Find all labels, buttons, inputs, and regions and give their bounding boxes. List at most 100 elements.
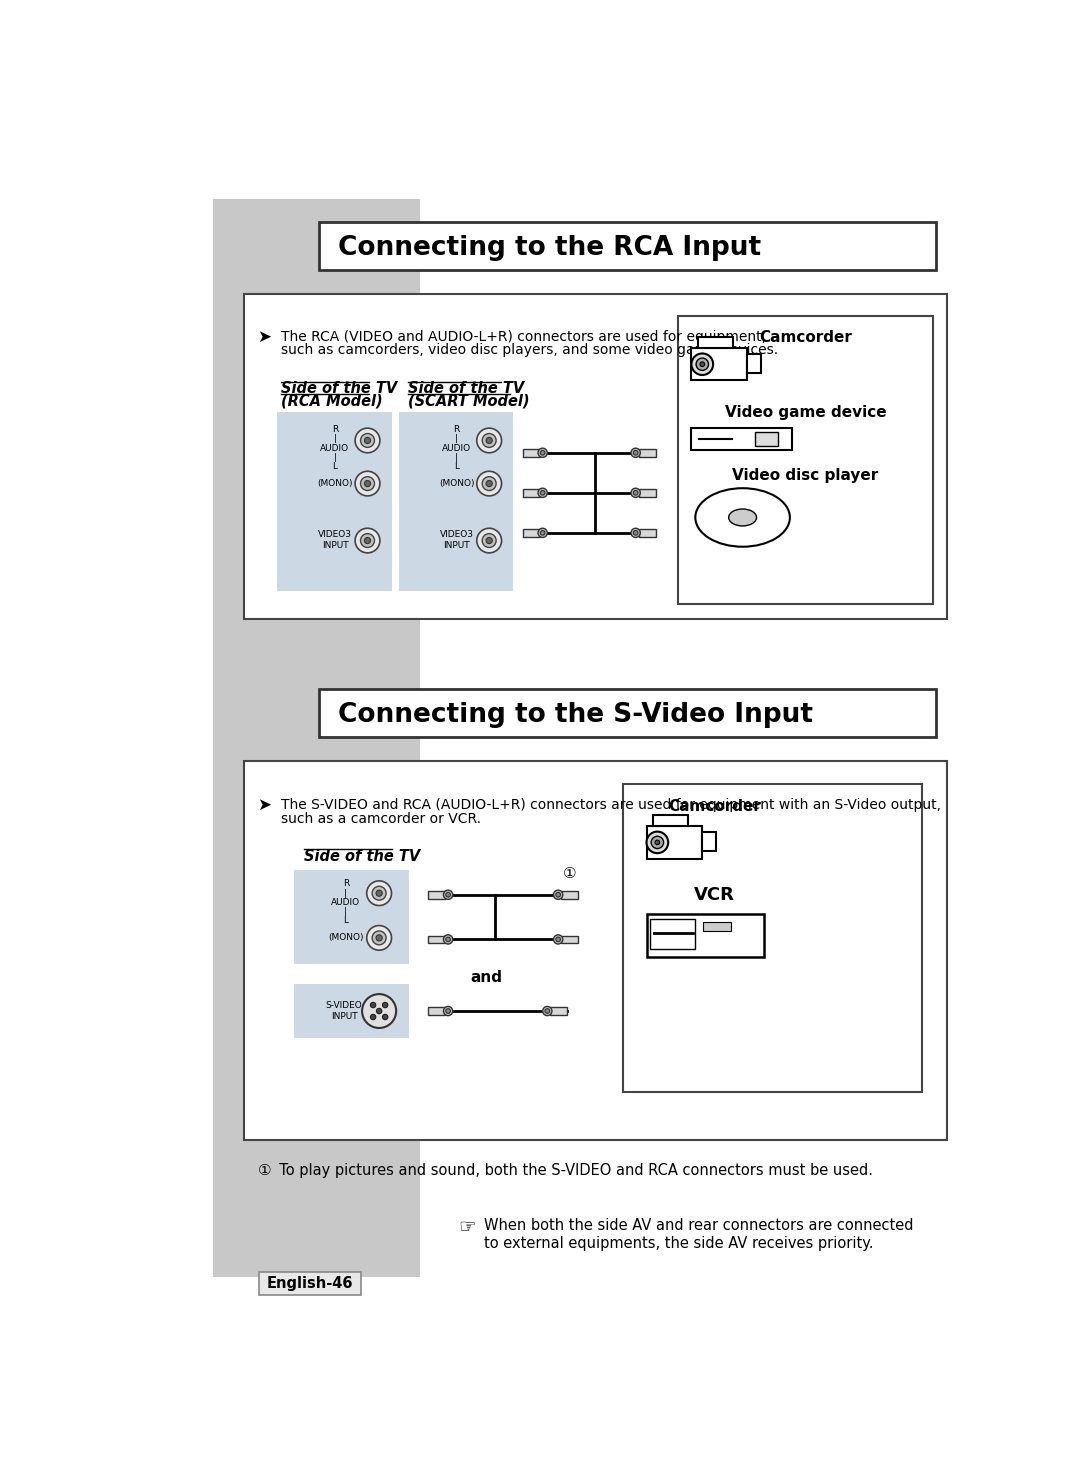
Text: |: | [345, 889, 348, 897]
Circle shape [444, 890, 453, 899]
Bar [623, 784, 921, 1092]
Circle shape [540, 530, 545, 536]
Text: |: | [455, 434, 458, 443]
Circle shape [446, 937, 450, 942]
Circle shape [700, 362, 704, 366]
Circle shape [538, 489, 548, 497]
Circle shape [382, 1002, 388, 1008]
Text: |: | [345, 908, 348, 917]
Bar [320, 221, 936, 270]
Bar [523, 489, 540, 496]
Text: ➤: ➤ [257, 796, 271, 813]
Text: and: and [470, 970, 502, 986]
Bar [755, 432, 779, 446]
Bar [691, 348, 747, 381]
Text: English-46: English-46 [267, 1277, 353, 1292]
Circle shape [482, 477, 496, 490]
Text: AUDIO: AUDIO [321, 444, 350, 453]
Text: AUDIO: AUDIO [442, 444, 471, 453]
Text: (RCA Model): (RCA Model) [281, 394, 382, 409]
Bar [747, 354, 761, 373]
Text: |: | [455, 453, 458, 462]
Circle shape [631, 528, 640, 537]
Text: Camcorder: Camcorder [669, 800, 761, 815]
Circle shape [651, 837, 663, 849]
Bar [647, 914, 765, 956]
Bar [562, 892, 578, 899]
Text: The S-VIDEO and RCA (AUDIO-L+R) connectors are used for equipment with an S-Vide: The S-VIDEO and RCA (AUDIO-L+R) connecto… [281, 797, 941, 812]
Circle shape [361, 477, 375, 490]
Bar [243, 294, 947, 618]
Bar [638, 489, 656, 496]
Circle shape [376, 890, 382, 896]
Text: R: R [332, 425, 338, 434]
Circle shape [482, 534, 496, 548]
Text: such as camcorders, video disc players, and some video game devices.: such as camcorders, video disc players, … [281, 344, 778, 357]
Circle shape [554, 890, 563, 899]
Circle shape [364, 481, 370, 487]
Bar [243, 760, 947, 1139]
Text: The RCA (VIDEO and AUDIO-L+R) connectors are used for equipment,: The RCA (VIDEO and AUDIO-L+R) connectors… [281, 329, 766, 344]
Circle shape [691, 353, 713, 375]
Bar [650, 918, 696, 949]
Text: ①: ① [563, 866, 577, 881]
Circle shape [656, 840, 660, 844]
Bar [428, 1007, 445, 1015]
Circle shape [540, 490, 545, 494]
Circle shape [633, 530, 638, 536]
Circle shape [355, 428, 380, 453]
Text: Side of the TV: Side of the TV [303, 849, 420, 863]
Text: ①: ① [257, 1163, 271, 1178]
Circle shape [482, 434, 496, 447]
Circle shape [476, 428, 501, 453]
Circle shape [631, 489, 640, 497]
Text: R: R [454, 425, 460, 434]
Text: VIDEO3: VIDEO3 [440, 530, 474, 539]
Bar [428, 936, 445, 943]
Circle shape [370, 1002, 376, 1008]
Circle shape [542, 1007, 552, 1015]
Text: S-VIDEO: S-VIDEO [326, 1001, 363, 1010]
Circle shape [373, 886, 387, 900]
Bar [698, 338, 733, 348]
Text: |: | [334, 453, 337, 462]
Text: Connecting to the RCA Input: Connecting to the RCA Input [338, 235, 761, 261]
Circle shape [486, 537, 492, 543]
Circle shape [647, 831, 669, 853]
Circle shape [364, 437, 370, 444]
Circle shape [633, 490, 638, 494]
Text: ➤: ➤ [257, 328, 271, 345]
Circle shape [377, 1008, 382, 1014]
Text: R: R [342, 880, 349, 889]
Circle shape [554, 934, 563, 945]
Circle shape [633, 450, 638, 455]
Text: L: L [333, 462, 337, 471]
Text: (MONO): (MONO) [438, 480, 474, 489]
Text: (MONO): (MONO) [328, 933, 364, 942]
Text: When both the side AV and rear connectors are connected
to external equipments, : When both the side AV and rear connector… [484, 1218, 914, 1250]
Circle shape [446, 893, 450, 897]
Bar [399, 412, 513, 590]
Circle shape [446, 1008, 450, 1014]
Bar [294, 871, 408, 964]
Circle shape [540, 450, 545, 455]
Text: AUDIO: AUDIO [332, 897, 361, 906]
Ellipse shape [696, 489, 789, 546]
Circle shape [545, 1008, 550, 1014]
Circle shape [367, 881, 392, 906]
Circle shape [444, 934, 453, 945]
Text: Side of the TV: Side of the TV [281, 381, 397, 396]
Text: VCR: VCR [694, 886, 735, 903]
Circle shape [476, 471, 501, 496]
Bar [523, 449, 540, 456]
Bar [428, 892, 445, 899]
Bar [638, 528, 656, 537]
Circle shape [361, 534, 375, 548]
Bar [652, 815, 688, 827]
Bar [703, 921, 731, 931]
Text: INPUT: INPUT [322, 540, 348, 549]
Bar [320, 689, 936, 737]
Text: Video game device: Video game device [725, 404, 887, 421]
Circle shape [355, 528, 380, 554]
Bar [276, 412, 392, 590]
